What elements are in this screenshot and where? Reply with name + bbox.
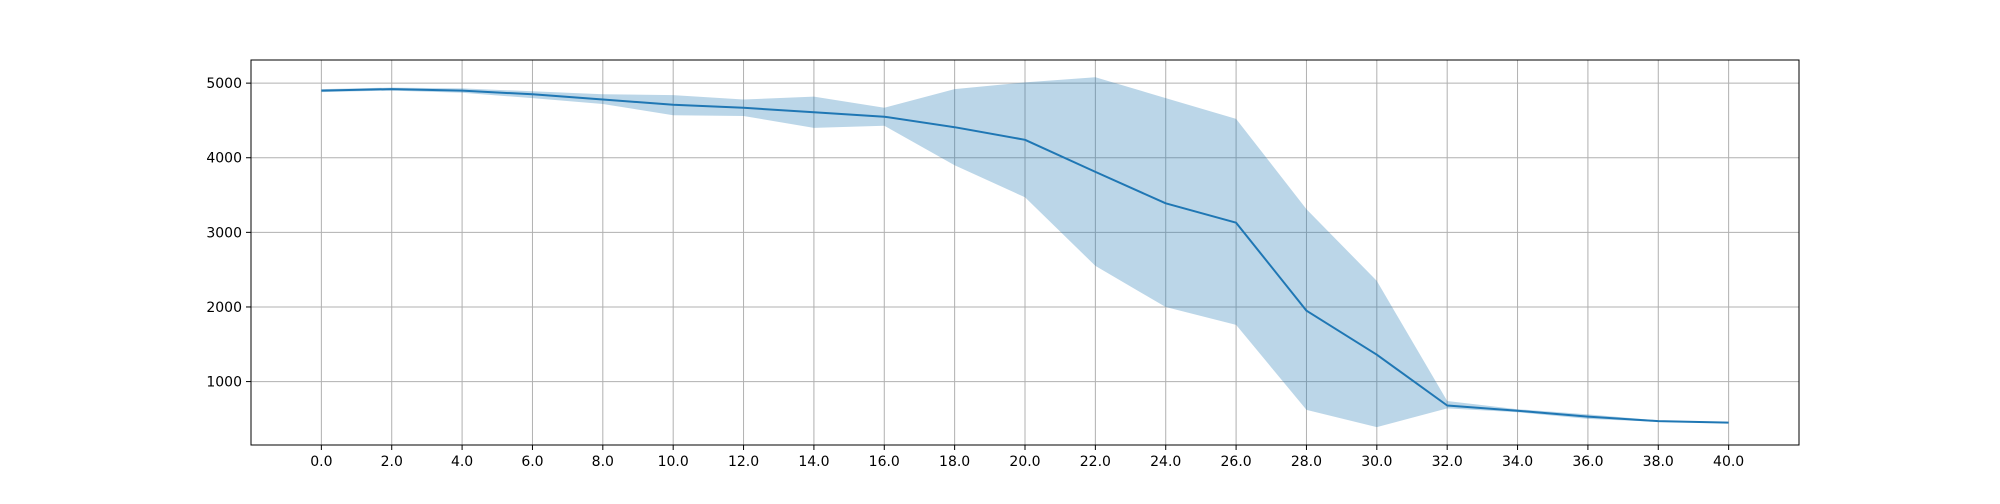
x-tick-label: 30.0 (1361, 454, 1392, 470)
x-tick-label: 32.0 (1432, 454, 1463, 470)
y-tick-label: 2000 (206, 300, 242, 316)
grid (251, 60, 1799, 445)
x-tick-label: 4.0 (451, 454, 473, 470)
x-tick-label: 0.0 (310, 454, 332, 470)
confidence-band (321, 77, 1729, 428)
x-axis: 0.0 2.0 4.0 6.0 8.0 10.0 12.0 14.0 16.0 18.0 20.0 2… (310, 445, 1744, 470)
x-tick-label: 8.0 (592, 454, 614, 470)
y-axis: 1000 2000 3000 4000 5000 (206, 76, 251, 391)
x-tick-label: 12.0 (728, 454, 759, 470)
x-tick-label: 16.0 (869, 454, 900, 470)
x-tick-label: 2.0 (381, 454, 403, 470)
x-tick-label: 26.0 (1221, 454, 1252, 470)
series-line (321, 88, 1729, 424)
x-tick-label: 28.0 (1291, 454, 1322, 470)
y-tick-label: 4000 (206, 151, 242, 167)
x-tick-label: 40.0 (1713, 454, 1744, 470)
x-tick-label: 22.0 (1080, 454, 1111, 470)
confidence-band-layer (321, 77, 1729, 428)
x-tick-label: 38.0 (1643, 454, 1674, 470)
x-tick-label: 14.0 (798, 454, 829, 470)
y-tick-label: 5000 (206, 76, 242, 92)
y-tick-label: 3000 (206, 225, 242, 241)
x-tick-label: 18.0 (939, 454, 970, 470)
y-tick-label: 1000 (206, 375, 242, 391)
x-tick-label: 20.0 (1009, 454, 1040, 470)
x-tick-label: 36.0 (1572, 454, 1603, 470)
x-tick-label: 24.0 (1150, 454, 1181, 470)
x-tick-label: 34.0 (1502, 454, 1533, 470)
x-tick-label: 10.0 (658, 454, 689, 470)
series-line-layer (321, 88, 1729, 424)
x-tick-label: 6.0 (521, 454, 543, 470)
